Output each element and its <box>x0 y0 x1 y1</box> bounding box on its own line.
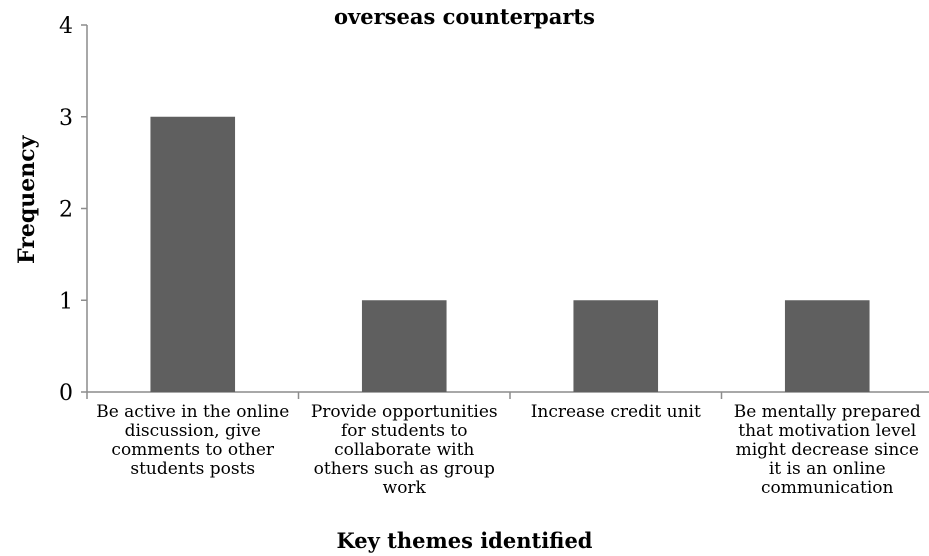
bar <box>150 116 236 392</box>
x-tick-label-line: others such as group <box>313 459 495 479</box>
x-tick-label: Be mentally prepared that motivation leve… <box>721 403 929 498</box>
bar <box>573 300 659 392</box>
x-tick-label-line: Provide opportunities <box>310 402 498 422</box>
x-tick-label-line: might decrease since <box>735 440 919 460</box>
x-tick-label-line: Be mentally prepared <box>733 402 921 422</box>
x-tick-label-line: that motivation level <box>738 421 917 441</box>
x-axis-label: Key themes identified <box>336 528 593 553</box>
x-tick-label: Provide opportunities for students to coll… <box>298 403 510 498</box>
x-tick-label-line: collaborate with <box>334 440 475 460</box>
y-tick-label: 2 <box>59 198 73 223</box>
chart-title: overseas counterparts <box>0 0 929 34</box>
y-tick-label: 0 <box>59 381 73 406</box>
bar <box>784 300 870 392</box>
y-axis-label: Frequency <box>14 135 40 264</box>
x-tick-label-line: Increase credit unit <box>530 402 701 422</box>
chart-title-visible-line: overseas counterparts <box>334 4 595 29</box>
x-tick-label-line: work <box>382 478 426 498</box>
x-tick-label: Increase credit unit <box>510 403 722 422</box>
y-tick-label: 1 <box>59 289 73 314</box>
x-tick-label-line: it is an online <box>768 459 886 479</box>
y-tick-label: 4 <box>59 14 73 39</box>
bar <box>361 300 447 392</box>
x-tick-label-line: Be active in the online <box>96 402 290 422</box>
x-tick-label-line: for students to <box>341 421 468 441</box>
y-tick-label: 3 <box>59 106 73 131</box>
x-tick-label-line: comments to other <box>111 440 275 460</box>
x-tick-label-line: students posts <box>130 459 256 479</box>
x-tick-label: Be active in the online discussion, give c… <box>87 403 299 479</box>
x-tick-label-line: discussion, give <box>124 421 261 441</box>
x-tick-label-line: communication <box>761 478 894 498</box>
